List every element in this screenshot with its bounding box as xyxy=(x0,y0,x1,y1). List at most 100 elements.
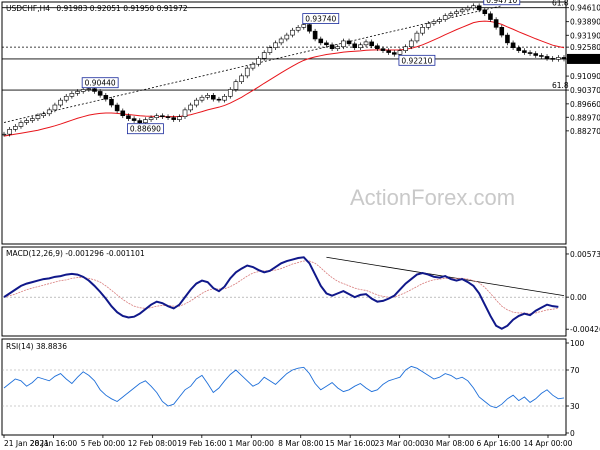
y-tick-label: 0.88970 xyxy=(570,113,600,122)
y-tick-label: 0.91090 xyxy=(570,72,600,81)
candle-body xyxy=(499,27,505,36)
candle-body xyxy=(358,44,363,49)
price-annotation-box xyxy=(81,77,119,89)
candle-body xyxy=(233,81,239,90)
rsi-title: RSI(14) 38.8836 xyxy=(6,342,67,351)
candle-body xyxy=(256,58,261,65)
candle-body xyxy=(527,52,533,54)
candle-body xyxy=(556,57,561,60)
candle-body xyxy=(408,40,414,48)
candle-body xyxy=(522,50,527,53)
candle-body xyxy=(414,32,420,42)
candle-body xyxy=(75,91,80,94)
candle-body xyxy=(471,5,476,9)
candle-body xyxy=(290,29,295,36)
y-tick-label: 0.93190 xyxy=(570,31,600,40)
candle-body xyxy=(148,117,154,120)
candle-body xyxy=(120,110,126,117)
candle-body xyxy=(341,40,346,48)
price-annotation-label: 0.90440 xyxy=(85,79,116,88)
candle-body xyxy=(273,42,278,49)
candle-body xyxy=(1,133,7,136)
watermark: ActionForex.com xyxy=(350,185,515,210)
rsi-line xyxy=(3,365,565,409)
ohlc-readout: 0.91983 0.92051 0.91950 0.91972 xyxy=(56,4,187,13)
candle-body xyxy=(267,47,273,53)
candle-body xyxy=(24,120,29,123)
price-annotation-box xyxy=(398,54,436,66)
candle-body xyxy=(222,95,227,101)
x-tick-label: 1 Mar 00:00 xyxy=(229,439,275,448)
candle-body xyxy=(493,19,499,28)
price-annotation-label: 0.94710 xyxy=(486,0,517,5)
candle-body xyxy=(363,41,369,46)
candle-body xyxy=(69,93,75,97)
candle-body xyxy=(194,99,199,106)
candle-body xyxy=(482,9,488,15)
x-tick-label: 19 Feb 16:00 xyxy=(177,439,226,448)
candle-body xyxy=(29,118,35,121)
current-price-box xyxy=(567,53,600,64)
candle-body xyxy=(137,120,143,124)
x-tick-label: 23 Mar 00:00 xyxy=(375,439,425,448)
candle-body xyxy=(403,46,408,51)
candle-body xyxy=(58,99,63,106)
y-tick-label: 0.93890 xyxy=(570,18,600,27)
macd-y-tick-label: 0.005739 xyxy=(570,250,600,259)
macd-line xyxy=(3,256,559,330)
candle-body xyxy=(63,95,69,101)
macd-title: MACD(12,26,9) -0.001296 -0.001101 xyxy=(6,249,145,258)
candle-body xyxy=(86,88,92,90)
candle-body xyxy=(41,113,46,117)
macd-y-tick-label: -0.004261 xyxy=(570,325,600,334)
candle-body xyxy=(261,52,267,59)
candle-body xyxy=(182,109,188,117)
candle-body xyxy=(544,56,550,59)
rsi-y-tick-label: 30 xyxy=(570,402,580,411)
candle-body xyxy=(284,34,290,40)
current-price-label: 0.91972 xyxy=(570,55,600,64)
price-title: USDCHF,H4 0.91983 0.92051 0.91950 0.9197… xyxy=(6,4,188,13)
candle-body xyxy=(448,13,454,16)
y-tick-label: 0.89660 xyxy=(570,100,600,109)
candle-body xyxy=(425,23,431,28)
candle-body xyxy=(7,129,12,135)
candle-body xyxy=(324,42,329,46)
candle-body xyxy=(227,89,233,97)
candle-body xyxy=(295,27,301,31)
rsi-y-tick-label: 0 xyxy=(570,429,575,438)
candle-body xyxy=(539,55,544,57)
candle-body xyxy=(533,53,539,56)
x-tick-label: 12 Feb 08:00 xyxy=(128,439,177,448)
candle-body xyxy=(239,75,244,83)
candle-body xyxy=(476,5,482,11)
candle-body xyxy=(329,44,335,49)
fib-label: 61.8 xyxy=(552,81,569,90)
price-annotation-box xyxy=(483,0,521,6)
price-annotation-label: 0.93740 xyxy=(305,15,336,24)
candle-body xyxy=(307,24,312,32)
y-tick-label: 0.88270 xyxy=(570,127,600,136)
rsi-y-tick-label: 70 xyxy=(570,366,580,375)
candle-body xyxy=(454,11,459,15)
rsi-y-tick-label: 100 xyxy=(570,339,585,348)
price-trendline xyxy=(3,5,502,123)
candle-body xyxy=(114,104,120,112)
candle-body xyxy=(13,126,18,130)
candle-body xyxy=(210,95,216,100)
candle-body xyxy=(459,9,465,13)
candle-body xyxy=(160,115,165,117)
candle-body xyxy=(465,7,471,11)
candle-body xyxy=(510,42,516,49)
candle-body xyxy=(392,52,397,55)
candle-body xyxy=(97,91,103,96)
candle-body xyxy=(188,104,193,111)
candle-body xyxy=(375,45,380,49)
candle-body xyxy=(103,95,109,100)
candle-body xyxy=(154,115,160,118)
candle-body xyxy=(352,43,358,49)
macd-signal-line xyxy=(3,260,559,315)
candle-body xyxy=(18,122,24,127)
